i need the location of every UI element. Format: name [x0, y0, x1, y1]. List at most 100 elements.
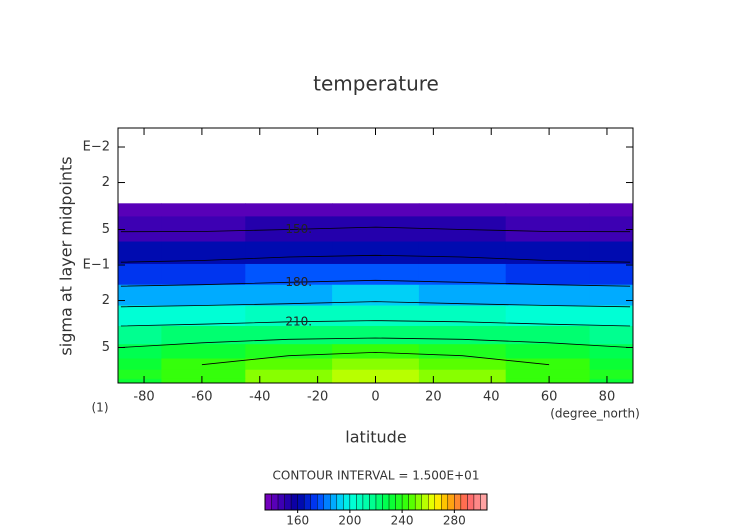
- contour-line: [120, 320, 631, 327]
- cell: [505, 216, 591, 243]
- colorbar-cell: [323, 493, 331, 511]
- cell: [418, 241, 507, 265]
- colorbar-cell: [362, 493, 370, 511]
- colorbar-cell: [408, 493, 416, 511]
- cell: [589, 305, 634, 327]
- colorbar-cell: [290, 493, 298, 511]
- x-tick-label: 40: [483, 390, 500, 405]
- colorbar-cell: [447, 493, 455, 511]
- colorbar-tick-label: 280: [443, 514, 466, 528]
- colorbar-cell: [401, 493, 409, 511]
- contour-line: [120, 279, 631, 287]
- cell: [118, 216, 162, 243]
- cell: [245, 203, 333, 217]
- cell: [161, 369, 246, 380]
- x-tick-label: -60: [191, 390, 212, 405]
- cell: [332, 305, 420, 327]
- y-tick-label: E−1: [83, 258, 110, 273]
- colorbar-cell: [271, 493, 279, 511]
- contour-line: [120, 254, 631, 263]
- cell: [118, 378, 162, 384]
- contour-line: [201, 351, 550, 366]
- cell: [332, 216, 420, 243]
- cell: [332, 369, 420, 380]
- cell: [589, 241, 634, 265]
- contour-interval: CONTOUR INTERVAL = 1.500E+01: [273, 469, 480, 483]
- y-tick-label: 2: [102, 175, 110, 190]
- colorbar-cell: [467, 493, 475, 511]
- cell: [418, 325, 507, 345]
- colorbar-cell: [434, 493, 442, 511]
- cell: [505, 263, 591, 286]
- cell: [161, 263, 246, 286]
- colorbar-cell: [473, 493, 481, 511]
- colorbar-cell: [336, 493, 344, 511]
- colorbar-cell: [480, 493, 488, 511]
- cell: [161, 325, 246, 345]
- y-axis-label: sigma at layer midpoints: [57, 156, 76, 355]
- cell: [161, 203, 246, 217]
- colorbar-tick-label: 200: [338, 514, 361, 528]
- colorbar-tick-label: 240: [391, 514, 414, 528]
- contour-line: [120, 226, 631, 233]
- contour-line: [120, 337, 631, 348]
- cell: [118, 369, 162, 380]
- colorbar-cell: [310, 493, 318, 511]
- colorbar-cell: [303, 493, 311, 511]
- colorbar-cell: [388, 493, 396, 511]
- colorbar-cell: [441, 493, 449, 511]
- cell: [505, 378, 591, 384]
- cell: [332, 203, 420, 217]
- colorbar-frame: [264, 493, 488, 511]
- cell: [589, 203, 634, 217]
- cell: [245, 325, 333, 345]
- x-tick-label: 20: [425, 390, 442, 405]
- cell: [418, 203, 507, 217]
- cell: [118, 263, 162, 286]
- cell: [245, 284, 333, 307]
- cell: [589, 378, 634, 384]
- y-tick-label: 5: [102, 340, 110, 355]
- cell: [161, 344, 246, 360]
- colorbar-cell: [330, 493, 338, 511]
- cell: [245, 263, 333, 286]
- colorbar-cell: [297, 493, 305, 511]
- contour-label: 180.: [285, 275, 312, 289]
- cell: [589, 284, 634, 307]
- colorbar-cell: [460, 493, 468, 511]
- colorbar-cell: [375, 493, 383, 511]
- y-units: (1): [92, 401, 109, 415]
- colorbar-cell: [356, 493, 364, 511]
- x-units: (degree_north): [550, 407, 640, 421]
- cell: [505, 284, 591, 307]
- cell: [118, 241, 162, 265]
- cell: [332, 241, 420, 265]
- x-tick-label: 60: [541, 390, 558, 405]
- cell: [418, 344, 507, 360]
- contour-line: [120, 301, 631, 308]
- contour-label: 210.: [285, 314, 312, 328]
- cell: [589, 358, 634, 371]
- colorbar-cell: [317, 493, 324, 511]
- cell: [332, 344, 420, 360]
- colorbar-cell: [349, 493, 357, 511]
- cell: [332, 358, 420, 371]
- cell: [589, 344, 634, 360]
- cell: [505, 241, 591, 265]
- cell: [505, 344, 591, 360]
- cell: [118, 344, 162, 360]
- cell: [589, 263, 634, 286]
- y-tick-label: E−2: [83, 140, 110, 155]
- colorbar-tick-label: 160: [286, 514, 309, 528]
- x-tick-label: 80: [599, 390, 616, 405]
- cell: [245, 358, 333, 371]
- y-tick-label: 5: [102, 222, 110, 237]
- cell: [118, 284, 162, 307]
- cell: [418, 305, 507, 327]
- x-tick-label: -40: [249, 390, 270, 405]
- cell: [245, 369, 333, 380]
- contour-label: 150.: [285, 222, 312, 236]
- cell: [161, 305, 246, 327]
- cell: [161, 216, 246, 243]
- cell: [505, 369, 591, 380]
